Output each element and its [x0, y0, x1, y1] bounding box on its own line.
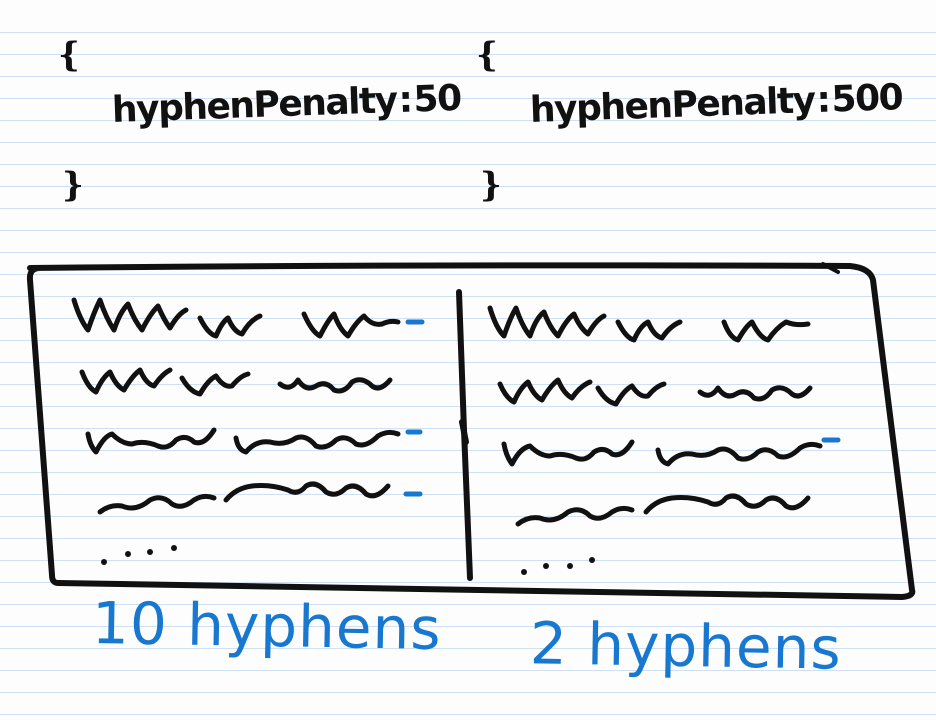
right-caption: 2 hyphens	[529, 609, 843, 683]
left-text-line-2-word-2	[179, 371, 251, 397]
left-text-line-1-word-3	[301, 311, 401, 339]
left-config-block: { hyphenPenalty:50 }	[50, 28, 470, 218]
right-text-line-1-word-1	[487, 305, 607, 339]
left-ellipsis-dot	[171, 545, 177, 551]
right-ellipsis-dot	[589, 557, 595, 563]
left-open-brace: {	[58, 35, 80, 75]
left-ellipsis-dot	[101, 559, 107, 565]
left-text-line-2-word-1	[79, 367, 173, 395]
right-text-line-4-word-1	[515, 505, 635, 527]
left-text-line-1-word-2	[197, 313, 263, 339]
left-text-line-2-word-3	[277, 377, 393, 394]
left-close-brace: }	[62, 165, 84, 205]
right-text-line-2-word-3	[697, 385, 813, 402]
right-ellipsis	[521, 557, 595, 575]
right-text-line-1-word-2	[615, 319, 683, 343]
frame-notch	[821, 262, 840, 274]
right-ellipsis-dot	[521, 569, 527, 575]
left-caption: 10 hyphens	[91, 588, 443, 664]
right-text-line-3-word-2	[655, 441, 823, 467]
right-config-block: { hyphenPenalty:500 }	[468, 28, 903, 218]
right-ellipsis-dot	[543, 563, 549, 569]
left-ellipsis	[101, 545, 177, 565]
right-text-line-2-word-1	[497, 377, 593, 405]
right-open-brace: {	[476, 35, 498, 75]
right-close-brace: }	[480, 165, 502, 205]
left-text-line-3-word-2	[233, 429, 401, 455]
left-text-line-4-word-2	[223, 481, 391, 503]
left-ellipsis-dot	[147, 549, 153, 555]
right-text-line-2-word-2	[595, 381, 667, 407]
right-text-line-3-word-1	[501, 439, 635, 467]
right-ellipsis-dot	[567, 563, 573, 569]
left-text-line-3-word-1	[85, 427, 217, 455]
divider-tick	[459, 419, 469, 445]
right-text-line-4-word-2	[643, 493, 811, 515]
left-text-line-4-word-1	[97, 493, 217, 515]
left-text-line-1-word-1	[71, 297, 189, 333]
right-text-line-1-word-3	[721, 319, 811, 343]
panel-frame	[26, 262, 916, 600]
left-ellipsis-dot	[125, 551, 131, 557]
